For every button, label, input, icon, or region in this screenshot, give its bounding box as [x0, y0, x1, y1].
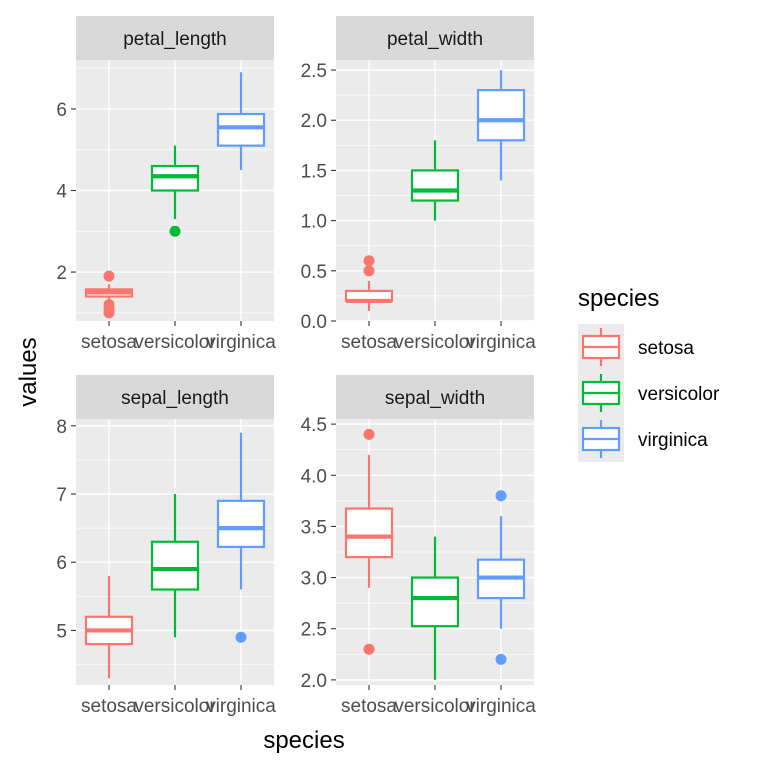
outlier-point	[363, 265, 375, 277]
boxplot-virginica	[216, 432, 266, 643]
facet-strip	[76, 16, 274, 60]
boxplot-versicolor	[410, 536, 460, 680]
y-tick-label: 0.0	[301, 312, 327, 333]
facet-strip	[336, 375, 534, 419]
legend-keys: setosa versicolor virginica	[578, 324, 720, 462]
x-tick-label: versicolor	[394, 696, 476, 717]
facet-strip	[76, 375, 274, 419]
legend-label: versicolor	[638, 384, 720, 405]
y-tick-label: 4	[56, 182, 67, 203]
box	[216, 112, 266, 147]
outlier-point	[495, 490, 507, 502]
legend-item-virginica: virginica	[578, 416, 708, 462]
outlier-point	[169, 225, 181, 237]
y-tick-label: 2	[56, 263, 67, 284]
x-tick-label: setosa	[81, 332, 137, 353]
y-tick-label: 2.0	[301, 111, 327, 132]
facet-strip-label: sepal_width	[385, 388, 485, 409]
outlier-point	[363, 255, 375, 267]
outlier-point	[495, 653, 507, 665]
y-axis-title: values	[15, 337, 42, 406]
boxplot-virginica	[216, 72, 266, 171]
legend-label: setosa	[638, 338, 694, 359]
y-tick-label: 5	[56, 621, 67, 642]
box	[410, 169, 460, 202]
x-axis-title: species	[263, 727, 344, 754]
outlier-point	[103, 299, 115, 311]
x-tick-label: versicolor	[134, 332, 216, 353]
box	[344, 507, 394, 559]
y-tick-label: 0.5	[301, 262, 327, 283]
boxplot-setosa	[344, 255, 394, 311]
y-tick-label: 2.5	[301, 620, 327, 641]
facet-panel-sepal-width: sepal_width 2.0 2.5 3.0 3.5 4.0 4.5 setosaversi…	[301, 375, 536, 717]
legend-item-versicolor: versicolor	[578, 370, 720, 416]
boxplot-virginica	[476, 490, 526, 665]
y-tick-label: 1.0	[301, 212, 327, 233]
x-tick-label: versicolor	[394, 332, 476, 353]
boxplot-setosa	[344, 428, 394, 655]
outlier-point	[103, 270, 115, 282]
boxplot-setosa	[84, 270, 134, 319]
y-tick-label: 2.5	[301, 61, 327, 82]
box	[410, 576, 460, 628]
x-tick-label: virginica	[466, 332, 536, 353]
y-tick-label: 8	[56, 417, 67, 438]
y-tick-label: 6	[56, 100, 67, 121]
x-tick-label: setosa	[341, 332, 397, 353]
y-tick-label: 2.0	[301, 671, 327, 692]
x-tick-label: setosa	[81, 696, 137, 717]
y-tick-label: 7	[56, 485, 67, 506]
legend: species setosa versicolor virginica	[578, 285, 720, 462]
facet-panel-petal-width: petal_width 0.0 0.5 1.0 1.5 2.0 2.5 setosaversi…	[301, 16, 536, 353]
y-tick-label: 3.5	[301, 517, 327, 538]
outlier-point	[363, 643, 375, 655]
box	[150, 540, 200, 591]
legend-label: virginica	[638, 430, 708, 451]
x-tick-label: versicolor	[134, 696, 216, 717]
outlier-point	[363, 428, 375, 440]
y-tick-label: 3.0	[301, 569, 327, 590]
facet-strip	[336, 16, 534, 60]
x-tick-label: virginica	[206, 332, 276, 353]
facet-strip-label: petal_width	[387, 29, 483, 50]
boxplot-versicolor	[150, 145, 200, 237]
box	[216, 499, 266, 548]
x-tick-label: virginica	[466, 696, 536, 717]
outlier-point	[235, 631, 247, 643]
facet-strip-label: petal_length	[123, 29, 227, 50]
box	[476, 89, 526, 142]
facet-panels: petal_length246setosaversicolorvirginica…	[56, 16, 536, 717]
boxplot-versicolor	[410, 140, 460, 221]
y-tick-label: 4.5	[301, 415, 327, 436]
facet-panel-sepal-length: sepal_length 5 6 7 8 setosaversicolorvirginic…	[56, 375, 276, 717]
legend-item-setosa: setosa	[578, 324, 694, 370]
boxplot-virginica	[476, 70, 526, 181]
facet-strip-label: sepal_length	[121, 388, 229, 409]
legend-title: species	[578, 285, 659, 312]
x-tick-label: setosa	[341, 696, 397, 717]
y-tick-label: 4.0	[301, 466, 327, 487]
y-tick-label: 1.5	[301, 161, 327, 182]
boxplot-versicolor	[150, 494, 200, 638]
y-tick-label: 6	[56, 553, 67, 574]
boxplot-setosa	[84, 575, 134, 679]
x-tick-label: virginica	[206, 696, 276, 717]
